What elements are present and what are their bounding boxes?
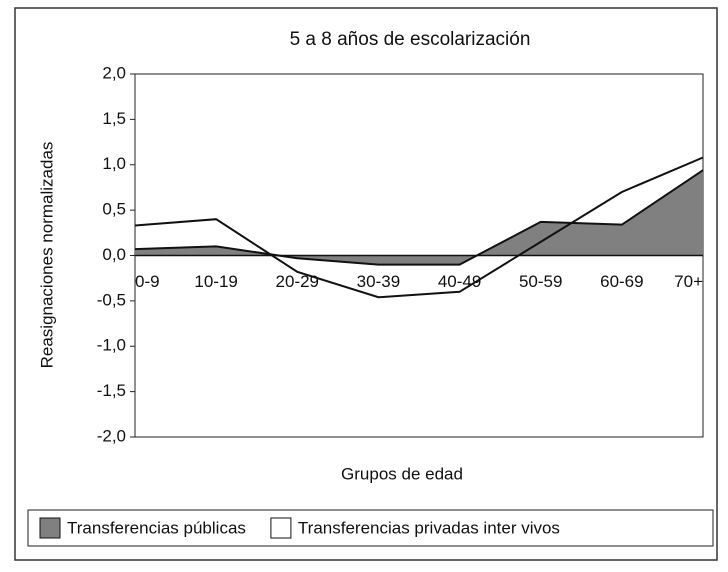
y-tick-label: -2,0 (97, 426, 126, 445)
x-tick-label: 60-69 (600, 272, 643, 291)
y-tick-label: 0,5 (102, 200, 126, 219)
chart-title: 5 a 8 años de escolarización (290, 29, 531, 50)
y-axis-label: Reasignaciones normalizadas (37, 142, 56, 369)
legend-swatch (270, 517, 292, 539)
y-tick-label: 1,0 (102, 154, 126, 173)
x-tick-label: 30-39 (357, 272, 400, 291)
legend-swatch (39, 517, 61, 539)
area-line (134, 169, 704, 266)
y-tick-label: 2,0 (102, 63, 126, 82)
x-tick-label: 10-19 (194, 272, 237, 291)
y-tick-label: -1,0 (97, 336, 126, 355)
x-tick-label: 40-49 (438, 272, 481, 291)
x-tick-label: 0-9 (135, 272, 160, 291)
y-tick-label: -0,5 (97, 290, 126, 309)
legend-label: Transferencias privadas inter vivos (298, 518, 560, 537)
y-tick-label: 1,5 (102, 109, 126, 128)
area-line (134, 156, 704, 299)
x-tick-label: 70+ (674, 272, 703, 291)
x-axis-label: Grupos de edad (341, 464, 463, 483)
legend-box (27, 509, 714, 547)
area (135, 170, 703, 265)
x-tick-label: 50-59 (519, 272, 562, 291)
y-tick-label: 0,0 (102, 245, 126, 264)
x-tick-label: 20-29 (276, 272, 319, 291)
y-tick-label: -1,5 (97, 381, 126, 400)
legend-label: Transferencias públicas (67, 518, 246, 537)
